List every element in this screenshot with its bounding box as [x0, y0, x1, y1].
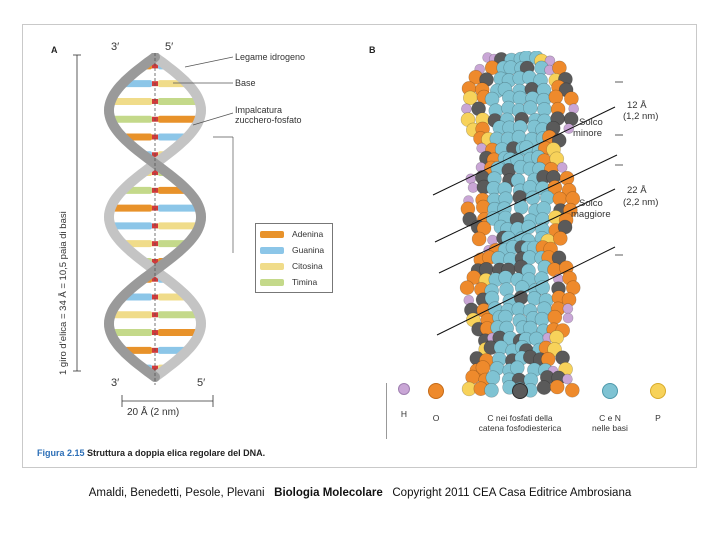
key-carbon-phosphate: C nei fosfati della catena fosfodiesteri…	[465, 383, 575, 433]
base-pair-right	[158, 97, 200, 105]
key-label: C nei fosfati della	[487, 413, 553, 423]
phosphorus-ball	[650, 383, 666, 399]
atom-sphere	[556, 162, 568, 173]
base-pair-left	[110, 222, 152, 230]
key-label: C e N	[599, 413, 621, 423]
strand-top-left: 3′	[111, 41, 120, 53]
atom-sphere	[471, 231, 487, 247]
guanine-swatch	[260, 247, 284, 254]
base-pair-right	[158, 222, 200, 230]
helix-width-label: 20 Å (2 nm)	[127, 407, 180, 418]
key-label: nelle basi	[592, 423, 628, 433]
minor-groove-label-1: Solco	[579, 117, 603, 128]
legend-label: Guanina	[292, 245, 325, 255]
hydrogen-bond-mark	[152, 134, 158, 140]
sugar-phosphate-backbone	[103, 53, 207, 382]
figure-frame: A 3′ 5′ 3′ 5′ Legame idrogeno Base Impal…	[22, 24, 697, 468]
legend-label: Citosina	[292, 261, 323, 271]
footer-copyright: Copyright 2011 CEA Casa Editrice Ambrosi…	[392, 487, 632, 499]
strand-top-right: 5′	[165, 41, 174, 53]
annotation-lines	[73, 53, 234, 407]
minor-groove-size-2: (1,2 nm)	[623, 111, 659, 122]
atom-sphere	[484, 382, 499, 398]
major-groove-size-1: 22 Å	[627, 185, 647, 196]
hydrogen-bond-mark	[152, 294, 158, 300]
sugar-phosphate-backbone	[103, 53, 207, 382]
dna-space-filling-model	[459, 51, 581, 398]
label-base: Base	[235, 78, 256, 88]
thymine-swatch	[260, 279, 284, 286]
strand-bottom-right: 5′	[197, 377, 206, 389]
base-pair-left	[110, 115, 152, 123]
atom-sphere	[553, 231, 568, 246]
dna-helix-diagram	[103, 53, 207, 382]
hydrogen-bond-mark	[152, 258, 158, 264]
minor-groove-label-2: minore	[573, 128, 603, 139]
caption-number: Figura 2.15	[37, 448, 85, 458]
label-hydrogen-bond: Legame idrogeno	[235, 52, 306, 62]
legend-label: Adenina	[292, 229, 324, 239]
slide-footer: Amaldi, Benedetti, Pesole, Plevani Biolo…	[0, 487, 720, 499]
base-pair-left	[110, 97, 152, 105]
base-pair-left	[110, 311, 152, 319]
footer-book-title: Biologia Molecolare	[274, 487, 383, 499]
key-label: O	[432, 413, 440, 423]
carbon-ball	[512, 383, 528, 399]
major-groove-size-2: (2,2 nm)	[623, 197, 659, 208]
base-pair-right	[158, 204, 200, 212]
panel-a-label: A	[51, 45, 58, 55]
hydrogen-ball	[398, 383, 410, 395]
base-pair-right	[158, 311, 200, 319]
label-backbone-1: Impalcatura	[235, 105, 283, 115]
key-label: catena fosfodiesterica	[478, 423, 562, 433]
carbon-nitrogen-ball	[602, 383, 618, 399]
hydrogen-bond-mark	[152, 98, 158, 104]
key-label: P	[655, 413, 661, 423]
base-pair-right	[158, 115, 200, 123]
base-pair-left	[110, 204, 152, 212]
cytosine-swatch	[260, 263, 284, 270]
key-hydrogen: H	[369, 383, 439, 419]
caption-text: Struttura a doppia elica regolare del DN…	[87, 448, 266, 458]
key-oxygen: O	[401, 383, 471, 423]
major-groove-label-2: maggiore	[571, 209, 611, 220]
base-pair-right	[158, 329, 200, 337]
hydrogen-bond-mark	[152, 170, 158, 176]
key-phosphorus: P	[623, 383, 693, 423]
legend-label: Timina	[292, 277, 318, 287]
atom-sphere	[562, 312, 574, 324]
atom-sphere	[549, 379, 565, 395]
base-pair-left	[110, 329, 152, 337]
strand-bottom-left: 3′	[111, 377, 120, 389]
oxygen-ball	[428, 383, 444, 399]
figure-caption: Figura 2.15 Struttura a doppia elica reg…	[37, 448, 265, 458]
groove-lines	[432, 81, 623, 336]
atom-sphere	[562, 373, 573, 385]
atom-sphere	[523, 100, 538, 116]
label-backbone-2: zucchero-fosfato	[235, 115, 302, 125]
adenine-swatch	[260, 231, 284, 238]
major-groove-label-1: Solco	[579, 198, 603, 209]
base-legend: Adenina Guanina Citosina Timina	[255, 223, 333, 293]
atom-key: H O C nei fosfati della catena fosfodies…	[386, 383, 687, 439]
key-carbon-nitrogen: C e N nelle basi	[575, 383, 645, 433]
key-label: H	[400, 409, 408, 419]
hydrogen-bond-mark	[152, 330, 158, 336]
atom-sphere	[565, 382, 580, 398]
footer-authors: Amaldi, Benedetti, Pesole, Plevani	[88, 487, 265, 499]
minor-groove-size-1: 12 Å	[627, 100, 647, 111]
atom-sphere	[459, 280, 475, 295]
panel-b-label: B	[369, 45, 376, 55]
